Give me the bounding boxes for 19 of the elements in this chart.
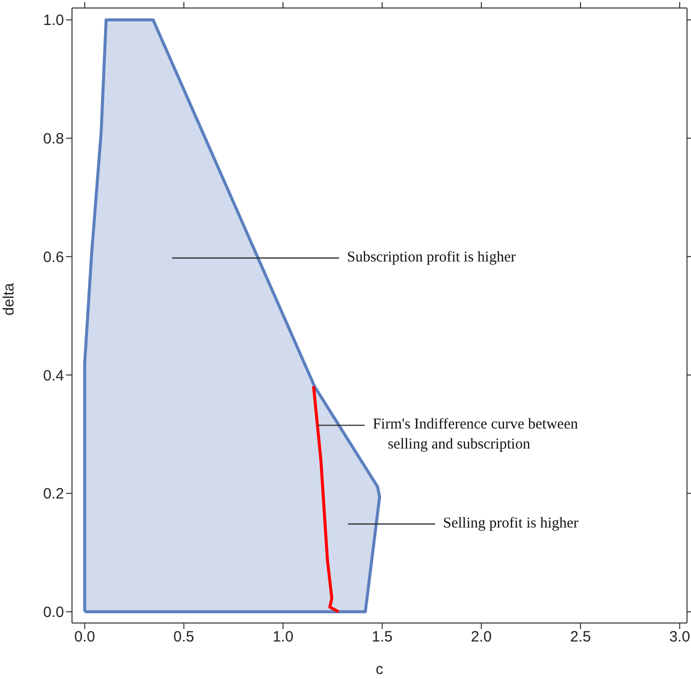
x-axis-title: c [376,661,384,678]
annotation: Selling profit is higher [443,515,578,532]
y-tick-label: 0.0 [43,604,64,622]
x-tick-label: 0.0 [74,628,96,646]
y-tick-label: 0.6 [43,248,64,266]
annotation: Subscription profit is higher [347,249,516,266]
y-tick-label: 1.0 [43,12,64,30]
x-tick-label: 2.5 [570,628,591,646]
x-tick-label: 0.5 [173,628,194,646]
x-tick-label: 1.5 [372,628,393,646]
x-tick-label: 1.0 [272,628,294,646]
x-tick-label: 3.0 [669,628,690,646]
line-series [312,384,340,614]
y-axis-title: delta [0,282,18,316]
y-tick-label: 0.2 [43,486,64,503]
y-tick-label: 0.8 [43,130,64,148]
x-tick-label: 2.0 [470,628,492,646]
annotation: Firm's Indifference curve between selling and subscription [372,416,578,453]
y-tick-label: 0.4 [43,367,64,384]
